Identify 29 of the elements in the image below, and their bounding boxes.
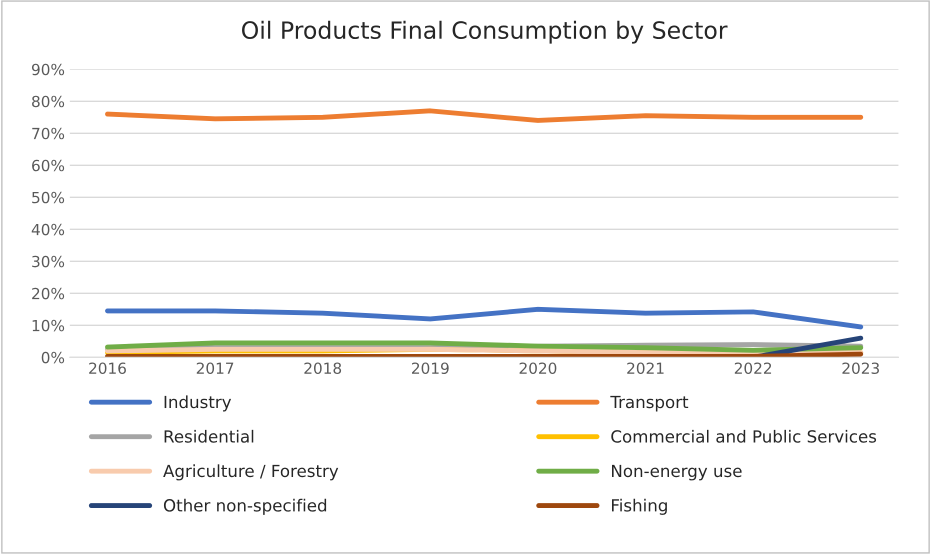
x-tick-label: 2019 <box>412 362 449 374</box>
x-tick-label: 2023 <box>842 362 879 374</box>
x-tick-label: 2016 <box>89 362 126 374</box>
legend-label: Other non-specified <box>164 498 326 515</box>
y-tick-label: 90% <box>32 64 64 76</box>
legend-label: Residential <box>164 430 254 443</box>
y-tick-label: 30% <box>32 256 64 268</box>
y-tick-label: 10% <box>32 320 64 332</box>
legend-label: Fishing <box>612 498 667 515</box>
x-tick-label: 2022 <box>734 362 772 374</box>
chart-title: Oil Products Final Consumption by Sector <box>242 20 728 44</box>
x-tick-label: 2018 <box>304 362 342 374</box>
line-series <box>105 306 864 330</box>
x-tick-label: 2021 <box>627 362 664 374</box>
legend-label: Industry <box>164 395 232 412</box>
x-tick-label: 2020 <box>520 362 556 374</box>
y-tick-label: 40% <box>32 224 64 236</box>
y-tick-label: 0% <box>42 352 64 364</box>
y-tick-label: 60% <box>32 160 64 172</box>
y-tick-label: 50% <box>32 192 64 204</box>
legend-label: Agriculture / Forestry <box>163 464 338 480</box>
legend-label: Non-energy use <box>612 464 742 480</box>
y-tick-label: 80% <box>32 96 64 108</box>
line-series <box>105 108 864 123</box>
legend-label: Transport <box>610 396 688 412</box>
y-tick-label: 20% <box>32 288 64 300</box>
y-tick-label: 70% <box>32 128 64 140</box>
x-tick-label: 2017 <box>196 362 234 374</box>
legend-label: Commercial and Public Services <box>611 430 876 443</box>
